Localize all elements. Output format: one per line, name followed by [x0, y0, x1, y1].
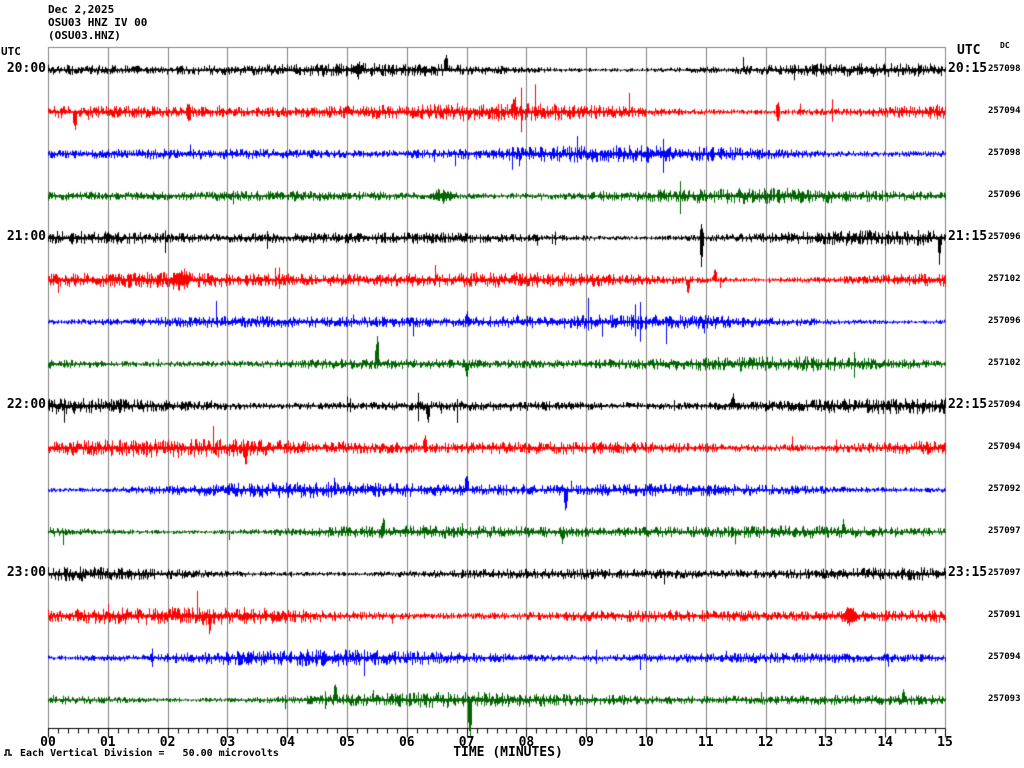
dc-value-label: 257094: [988, 106, 1021, 116]
x-tick-label: 06: [398, 735, 415, 750]
x-tick-label: 09: [578, 735, 595, 750]
utc-right-header: UTC: [957, 43, 981, 58]
utc-right-time-label: 20:15: [948, 61, 988, 76]
x-tick-label: 08: [518, 735, 535, 750]
utc-right-time-label: 21:15: [948, 229, 988, 244]
dc-value-label: 257091: [988, 610, 1021, 620]
x-tick-label: 13: [817, 735, 834, 750]
dc-column-header: DC: [1000, 41, 1010, 50]
x-tick-label: 02: [159, 735, 176, 750]
dc-value-label: 257102: [988, 358, 1021, 368]
calibration-pulse-icon: [4, 749, 12, 756]
x-tick-label: 14: [877, 735, 894, 750]
header-date: Dec 2,2025: [48, 3, 115, 16]
vertical-scale-note: Each Vertical Division = 50.00 microvolt…: [20, 748, 279, 759]
x-tick-label: 01: [99, 735, 116, 750]
dc-value-label: 257092: [988, 484, 1021, 494]
utc-left-time-label: 22:00: [6, 397, 46, 412]
dc-value-label: 257097: [988, 568, 1021, 578]
x-tick-label: 00: [40, 735, 56, 750]
time-axis-label: TIME (MINUTES): [453, 745, 563, 760]
x-tick-label: 11: [697, 735, 714, 750]
x-tick-label: 10: [638, 735, 654, 750]
dc-value-label: 257094: [988, 400, 1021, 410]
dc-value-label: 257098: [988, 148, 1021, 158]
utc-right-time-label: 22:15: [948, 397, 988, 412]
x-tick-label: 03: [219, 735, 236, 750]
header-station-id: OSU03 HNZ IV 00: [48, 16, 148, 29]
dc-value-label: 257094: [988, 442, 1021, 452]
utc-left-time-label: 21:00: [6, 229, 46, 244]
x-tick-label: 12: [757, 735, 774, 750]
header-channel-code: (OSU03.HNZ): [48, 29, 121, 42]
x-tick-label: 07: [458, 735, 475, 750]
dc-value-label: 257098: [988, 64, 1021, 74]
utc-left-time-label: 23:00: [6, 565, 46, 580]
dc-value-label: 257096: [988, 232, 1021, 242]
dc-value-label: 257094: [988, 652, 1021, 662]
x-tick-label: 15: [937, 735, 953, 750]
dc-value-label: 257096: [988, 190, 1021, 200]
dc-value-label: 257097: [988, 526, 1021, 536]
utc-left-header: UTC: [1, 45, 21, 58]
utc-right-time-label: 23:15: [948, 565, 988, 580]
dc-value-label: 257102: [988, 274, 1021, 284]
dc-value-label: 257093: [988, 694, 1021, 704]
x-tick-label: 04: [279, 735, 296, 750]
dc-value-label: 257096: [988, 316, 1021, 326]
x-tick-label: 05: [339, 735, 355, 750]
utc-left-time-label: 20:00: [6, 61, 46, 76]
